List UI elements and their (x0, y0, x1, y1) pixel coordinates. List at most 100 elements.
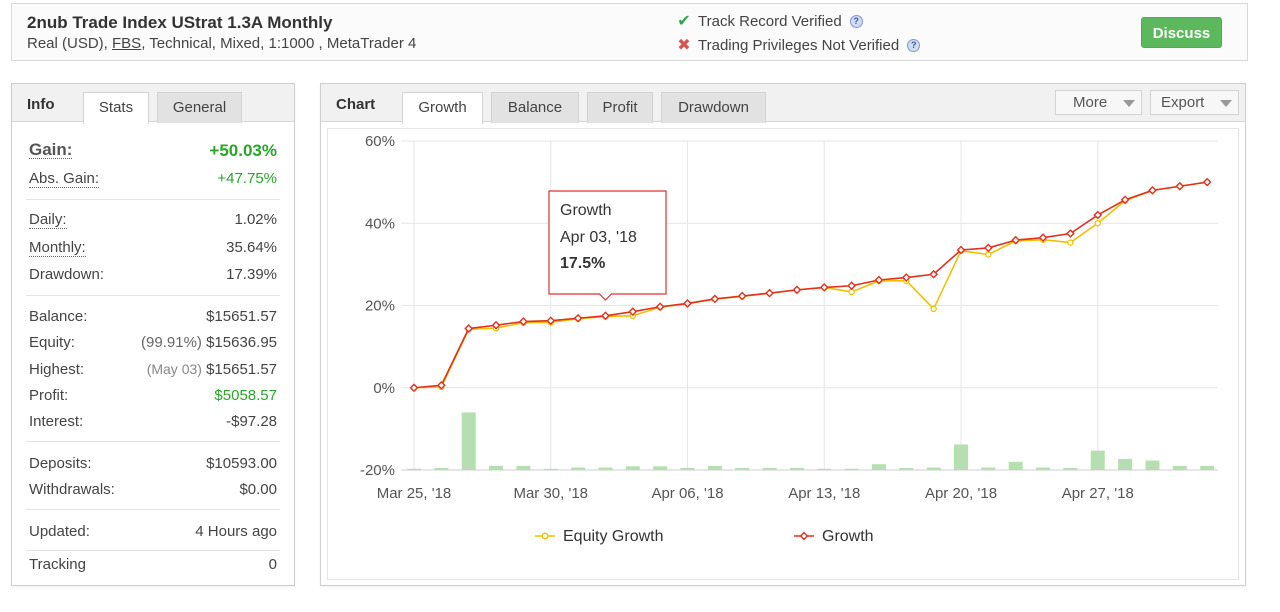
legend-label: Growth (822, 528, 874, 545)
data-point (655, 302, 665, 312)
more-label: More (1073, 94, 1108, 111)
data-point (464, 324, 474, 333)
x-tick-label: Apr 13, '18 (788, 485, 860, 502)
x-tick-label: Apr 06, '18 (651, 485, 723, 502)
tab-general[interactable]: General (157, 92, 242, 123)
data-point (1066, 229, 1075, 238)
data-point (710, 294, 720, 304)
data-point (546, 316, 556, 326)
question-icon[interactable]: ? (907, 38, 921, 52)
bar (789, 467, 804, 470)
trading-privileges-label: Trading Privileges Not Verified (698, 36, 900, 54)
divider (26, 441, 280, 442)
tooltip-series: Growth (560, 202, 612, 219)
y-tick-label: 20% (365, 298, 395, 315)
monthly-value: 35.64% (226, 239, 277, 256)
drawdown-label: Drawdown: (29, 266, 105, 283)
bar (1145, 460, 1160, 470)
data-point (628, 307, 638, 317)
x-tick-label: Mar 30, '18 (513, 485, 588, 502)
bar (461, 412, 476, 470)
y-tick-label: -20% (360, 462, 395, 479)
data-point (409, 383, 419, 393)
bar (653, 466, 668, 470)
balance-label: Balance: (29, 308, 88, 325)
data-point (901, 273, 911, 282)
bar (516, 465, 531, 470)
caret-down-icon (1220, 100, 1232, 107)
tab-profit[interactable]: Profit (587, 92, 653, 123)
bar (954, 444, 968, 470)
interest-label: Interest: (29, 413, 84, 430)
abs-gain-value: +47.75% (217, 170, 277, 187)
y-tick-label: 60% (365, 133, 395, 150)
bar (707, 465, 722, 470)
deposits-value: $10593.00 (206, 455, 277, 472)
data-point (601, 311, 610, 321)
bar (1090, 450, 1105, 470)
bar (1063, 467, 1078, 470)
data-point (765, 288, 774, 298)
legend-label: Equity Growth (563, 528, 663, 545)
equity-value: $15636.95 (206, 334, 277, 351)
divider (26, 509, 280, 510)
chart-area (327, 128, 1239, 580)
daily-value: 1.02% (234, 211, 277, 228)
bar (434, 467, 449, 470)
question-icon[interactable]: ? (849, 14, 863, 28)
bar (1200, 465, 1215, 470)
updated-label: Updated: (29, 523, 90, 540)
tooltip-date: Apr 03, '18 (560, 229, 637, 246)
data-point (1038, 233, 1048, 243)
daily-label[interactable]: Daily: (29, 211, 67, 229)
x-tick-label: Mar 25, '18 (377, 485, 452, 502)
tab-drawdown[interactable]: Drawdown (661, 92, 766, 123)
tracking-value: 0 (268, 556, 277, 573)
system-subtitle: Real (USD), FBS, Technical, Mixed, 1:100… (27, 35, 416, 52)
gain-label[interactable]: Gain: (29, 140, 73, 159)
bar (844, 468, 859, 470)
trading-privileges-status: ✖ Trading Privileges Not Verified ? (675, 35, 921, 55)
monthly-label[interactable]: Monthly: (29, 239, 86, 257)
info-panel-title: Info (27, 96, 55, 113)
bar (817, 468, 832, 470)
y-tick-label: 0% (373, 380, 395, 397)
data-point (792, 285, 802, 295)
data-point (491, 320, 501, 330)
export-dropdown[interactable]: Export (1150, 90, 1239, 115)
bar (1118, 458, 1133, 470)
data-point (737, 291, 747, 301)
bar (680, 467, 695, 470)
bar (625, 466, 640, 470)
discuss-button[interactable]: Discuss (1141, 17, 1222, 48)
data-point (930, 305, 937, 313)
data-point (983, 243, 993, 253)
data-point (519, 317, 528, 326)
legend-marker (799, 531, 809, 541)
more-dropdown[interactable]: More (1055, 90, 1142, 115)
data-point (1120, 195, 1130, 205)
export-label: Export (1161, 94, 1205, 111)
tab-stats[interactable]: Stats (83, 92, 149, 124)
subtitle-details: , Technical, Mixed, 1:1000 , MetaTrader … (141, 35, 417, 52)
withdrawals-value: $0.00 (239, 481, 277, 498)
bar (926, 467, 941, 470)
data-point (1094, 219, 1102, 227)
data-point (1202, 177, 1212, 187)
bar (981, 467, 996, 470)
drawdown-value: 17.39% (226, 266, 277, 283)
abs-gain-label[interactable]: Abs. Gain: (29, 170, 100, 188)
divider (26, 295, 280, 296)
x-tick-label: Apr 20, '18 (925, 485, 997, 502)
cross-icon: ✖ (677, 37, 691, 54)
legend-marker (541, 532, 549, 540)
broker-link[interactable]: FBS (112, 35, 142, 52)
y-tick-label: 40% (365, 215, 395, 232)
info-panel: Info Stats General Gain: +50.03% Abs. Ga… (11, 83, 295, 586)
tab-balance[interactable]: Balance (491, 92, 579, 123)
info-panel-header: Info Stats General (12, 84, 294, 124)
updated-value: 4 Hours ago (195, 523, 277, 540)
tab-growth[interactable]: Growth (402, 92, 483, 124)
data-point (1148, 185, 1157, 195)
caret-down-icon (1123, 100, 1135, 107)
